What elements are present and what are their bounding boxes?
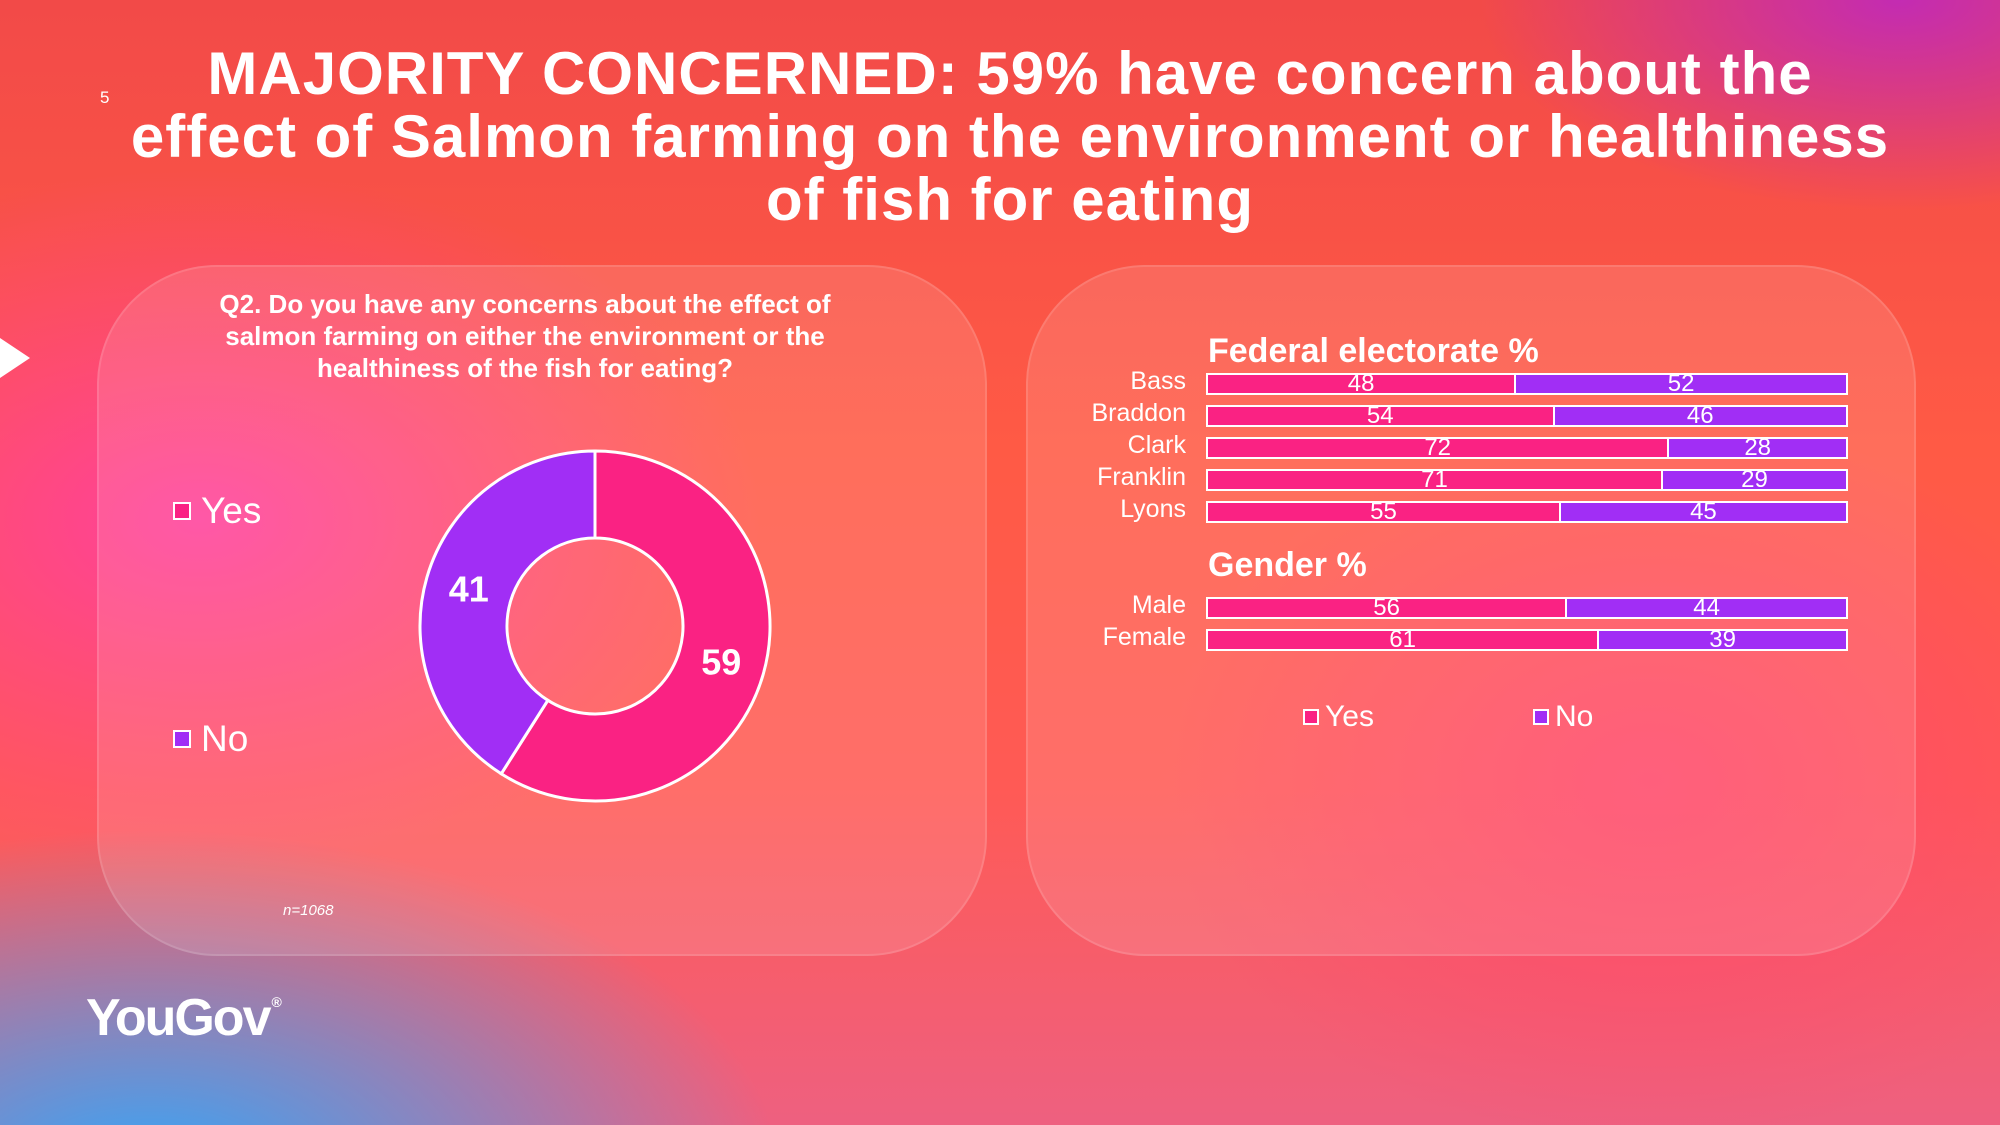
bar-row-female: 61 39 xyxy=(1206,626,1848,653)
bar-row-braddon: 54 46 xyxy=(1206,402,1848,429)
question-text: Q2. Do you have any concerns about the e… xyxy=(219,289,831,383)
bar-segment-yes-bass: 48 xyxy=(1208,370,1515,397)
bar-row-male: 56 44 xyxy=(1206,594,1848,621)
bar-segment-yes-female: 61 xyxy=(1208,626,1598,653)
bar-legend-no: No xyxy=(1533,700,1593,734)
bar-segment-no-male: 44 xyxy=(1565,594,1846,621)
logo-text: YouGov xyxy=(86,989,271,1047)
bar-segment-yes-male: 56 xyxy=(1208,594,1566,621)
bar-legend-yes-label: Yes xyxy=(1325,700,1374,733)
sample-size-note: n=1068 xyxy=(283,902,334,919)
bar-label-lyons: Lyons xyxy=(1120,495,1186,523)
bar-segment-yes-franklin: 71 xyxy=(1208,466,1661,493)
legend-yes: Yes xyxy=(173,490,261,532)
bar-segment-yes-lyons: 55 xyxy=(1208,498,1559,525)
donut-svg: 59 41 xyxy=(418,449,772,803)
page-number: 5 xyxy=(100,88,110,107)
donut-chart: 59 41 xyxy=(415,446,775,806)
bar-segment-yes-braddon: 54 xyxy=(1208,402,1553,429)
federal-electorate-title: Federal electorate % xyxy=(1208,332,1539,370)
bar-row-franklin: 71 29 xyxy=(1206,466,1848,493)
registered-mark: ® xyxy=(271,994,282,1010)
bar-label-female: Female xyxy=(1102,623,1186,651)
donut-panel xyxy=(97,265,987,956)
no-swatch-icon xyxy=(1533,709,1549,725)
yes-swatch-icon xyxy=(1303,709,1319,725)
no-swatch-icon xyxy=(173,730,191,748)
yes-swatch-icon xyxy=(173,502,191,520)
donut-label-no: 41 xyxy=(449,568,489,609)
bar-label-braddon: Braddon xyxy=(1091,399,1186,427)
gender-title: Gender % xyxy=(1208,546,1367,584)
bar-segment-no-female: 39 xyxy=(1597,626,1846,653)
legend-no-label: No xyxy=(201,718,249,759)
bar-legend-no-label: No xyxy=(1555,700,1594,733)
donut-slice-yes xyxy=(499,449,772,803)
bar-segment-no-lyons: 45 xyxy=(1558,498,1846,525)
bar-segment-no-bass: 52 xyxy=(1514,370,1846,397)
bar-row-lyons: 55 45 xyxy=(1206,498,1848,525)
legend-no: No xyxy=(173,718,248,760)
donut-label-yes: 59 xyxy=(701,642,741,683)
yougov-logo: YouGov ® xyxy=(86,988,282,1048)
bar-row-bass: 48 52 xyxy=(1206,370,1848,397)
legend-yes-label: Yes xyxy=(201,490,262,531)
bar-label-franklin: Franklin xyxy=(1097,463,1186,491)
bar-label-male: Male xyxy=(1131,591,1186,619)
bar-row-clark: 72 28 xyxy=(1206,434,1848,461)
bar-segment-no-braddon: 46 xyxy=(1552,402,1846,429)
bar-label-bass: Bass xyxy=(1130,367,1186,395)
slide-arrow-icon xyxy=(0,338,30,378)
bar-segment-yes-clark: 72 xyxy=(1208,434,1668,461)
donut-slice-no xyxy=(418,449,597,776)
slide-headline: MAJORITY CONCERNED: 59% have concern abo… xyxy=(130,40,1890,233)
bar-segment-no-franklin: 29 xyxy=(1660,466,1846,493)
bar-segment-no-clark: 28 xyxy=(1667,434,1846,461)
bar-label-clark: Clark xyxy=(1127,431,1186,459)
bar-legend-yes: Yes xyxy=(1303,700,1374,734)
